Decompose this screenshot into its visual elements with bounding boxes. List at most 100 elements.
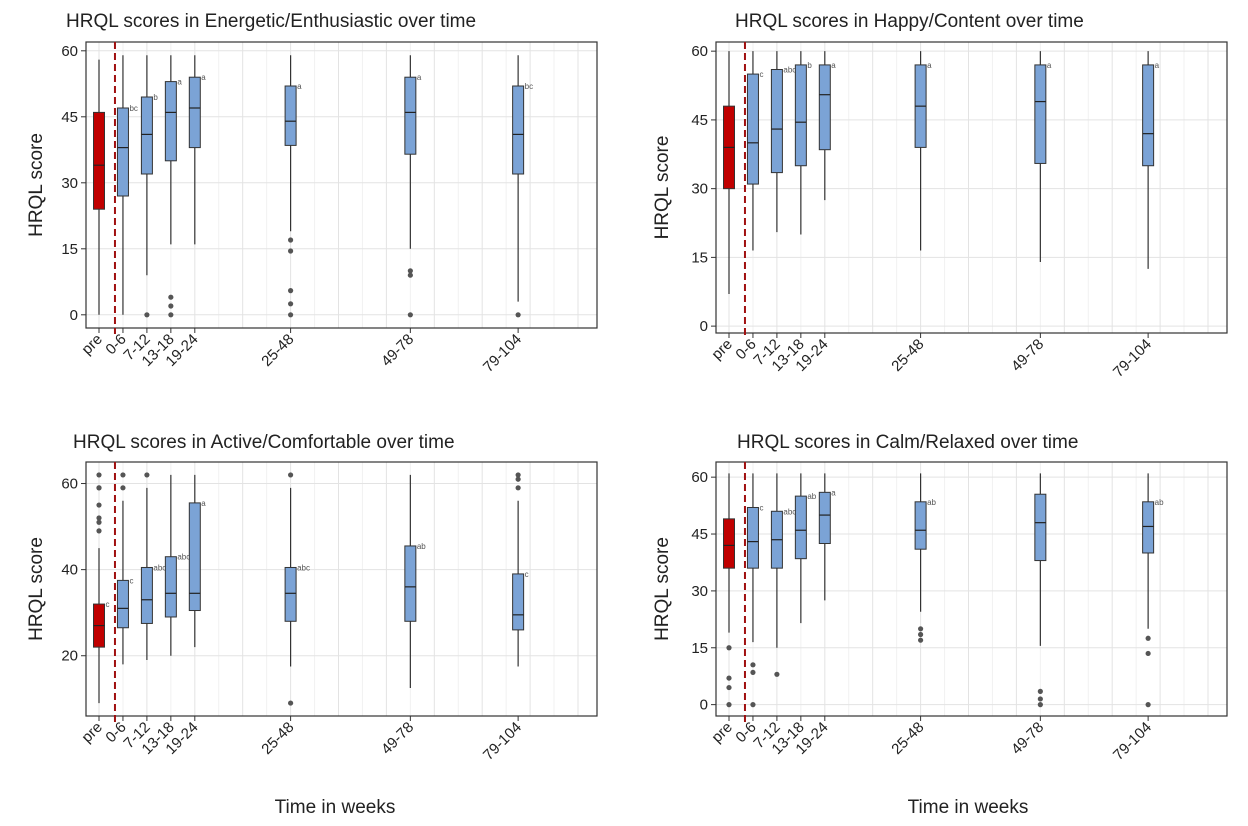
box-79-104 (512, 85, 525, 175)
outlier-point (168, 312, 174, 318)
outlier-point (144, 472, 150, 478)
outlier-point (96, 472, 102, 478)
box-49-78 (1034, 493, 1047, 562)
y-tick-label: 0 (700, 697, 708, 714)
significance-letter: a (177, 78, 182, 87)
chart-title: HRQL scores in Active/Comfortable over t… (73, 432, 455, 453)
outlier-point (1145, 702, 1151, 708)
significance-letter: a (297, 82, 302, 91)
box-19-24 (188, 502, 201, 612)
x-tick-label: 79-104 (480, 719, 525, 764)
box-25-48 (914, 501, 927, 550)
y-tick-label: 60 (61, 476, 78, 493)
x-tick-label: 25-48 (888, 336, 927, 375)
outlier-point (515, 476, 521, 482)
outlier-point (726, 645, 732, 651)
y-axis-label: HRQL score (26, 133, 47, 237)
box-pre (93, 111, 105, 210)
box-79-104 (1142, 64, 1155, 167)
box-7-12 (140, 96, 153, 175)
y-axis-label: HRQL score (26, 537, 47, 641)
y-tick-label: 20 (61, 648, 78, 665)
y-tick-label: 40 (61, 562, 78, 579)
box-13-18 (794, 495, 807, 560)
y-tick-label: 30 (691, 181, 708, 198)
significance-letter: ab (417, 542, 426, 551)
outlier-point (96, 515, 102, 521)
y-axis-label: HRQL score (652, 537, 673, 641)
significance-letter: a (201, 499, 206, 508)
significance-letter: b (807, 61, 812, 70)
outlier-point (1037, 688, 1043, 694)
box-0-6 (116, 107, 129, 197)
x-tick-label: 79-104 (1110, 719, 1155, 764)
outlier-point (1145, 635, 1151, 641)
x-axis-label-left: Time in weeks (275, 797, 396, 818)
significance-letter: c (759, 70, 763, 79)
significance-letter: c (759, 503, 763, 512)
x-tick-label: pre (708, 336, 735, 363)
significance-letter: c (525, 570, 529, 579)
x-axis-label-right: Time in weeks (908, 797, 1029, 818)
significance-letter: a (831, 61, 836, 70)
outlier-point (288, 301, 294, 307)
outlier-point (288, 312, 294, 318)
outlier-point (750, 662, 756, 668)
chart-panel-1: HRQL scores in Energetic/Enthusiastic ov… (26, 11, 598, 376)
chart-title: HRQL scores in Energetic/Enthusiastic ov… (66, 11, 476, 32)
y-tick-label: 0 (70, 307, 78, 324)
significance-letter: a (201, 73, 206, 82)
x-tick-label: 49-78 (378, 719, 417, 758)
outlier-point (726, 684, 732, 691)
outlier-point (515, 485, 521, 491)
box-13-18 (164, 556, 177, 618)
significance-letter: ab (927, 498, 936, 507)
outlier-point (96, 519, 102, 525)
x-tick-label: 49-78 (1008, 719, 1047, 758)
significance-letter: a (417, 73, 422, 82)
x-tick-label: 49-78 (1008, 336, 1047, 375)
outlier-point (726, 702, 732, 708)
plot-frame (715, 461, 1228, 717)
y-tick-label: 0 (700, 318, 708, 335)
y-tick-label: 30 (691, 583, 708, 600)
chart-panel-4: HRQL scores in Calm/Relaxed over time HRQ… (652, 432, 1228, 764)
plot-frame (85, 461, 598, 717)
y-tick-label: 30 (61, 175, 78, 192)
box-0-6 (746, 73, 759, 185)
outlier-point (918, 626, 924, 632)
x-tick-label: 79-104 (1110, 336, 1155, 381)
x-tick-label: pre (78, 719, 105, 746)
box-19-24 (188, 76, 201, 149)
y-axis-label: HRQL score (652, 136, 673, 240)
outlier-point (288, 237, 294, 243)
y-tick-label: 60 (61, 43, 78, 60)
x-tick-label: 25-48 (258, 719, 297, 758)
box-7-12 (140, 566, 153, 624)
box-13-18 (794, 64, 807, 167)
significance-letter: a (831, 488, 836, 497)
significance-letter: a (1047, 61, 1052, 70)
chart-title: HRQL scores in Calm/Relaxed over time (737, 432, 1078, 453)
outlier-point (96, 502, 102, 508)
box-pre (723, 518, 735, 569)
outlier-point (515, 312, 521, 318)
box-19-24 (818, 491, 831, 545)
outlier-point (750, 702, 756, 708)
box-25-48 (284, 85, 297, 146)
outlier-point (288, 700, 294, 706)
outlier-point (168, 303, 174, 309)
outlier-point (96, 528, 102, 534)
outlier-point (407, 268, 413, 274)
box-0-6 (746, 506, 759, 569)
x-tick-label: 25-48 (888, 719, 927, 758)
outlier-point (1037, 702, 1043, 708)
outlier-point (120, 472, 126, 478)
y-tick-label: 45 (691, 112, 708, 129)
box-79-104 (1142, 501, 1155, 554)
x-tick-label: 79-104 (480, 331, 525, 376)
significance-letter: abc (177, 553, 190, 562)
y-tick-label: 15 (691, 640, 708, 657)
significance-letter: a (1155, 61, 1160, 70)
chart-title: HRQL scores in Happy/Content over time (735, 11, 1084, 32)
